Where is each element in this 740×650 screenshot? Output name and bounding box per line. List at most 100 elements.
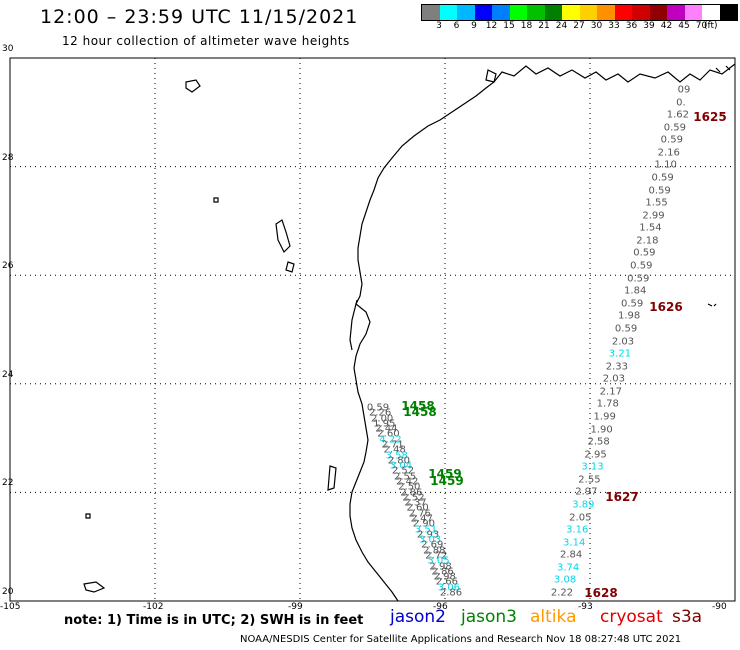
legend-swatch	[474, 5, 492, 20]
wave-height-label: 0.59	[614, 323, 638, 335]
wave-height-label: 1.10	[654, 159, 677, 171]
latitude-label: 28	[2, 152, 14, 163]
wave-height-label: 1.95	[373, 418, 396, 430]
satellite-name-jason3: jason3	[461, 607, 517, 627]
wave-height-label: 2.05	[569, 512, 592, 524]
legend-swatch	[509, 5, 527, 20]
wave-height-label: 3.21	[608, 348, 632, 360]
legend-swatch	[614, 5, 632, 20]
wave-height-label: 1.98	[617, 310, 641, 322]
wave-height-label: 0.59	[660, 134, 683, 146]
legend-swatch	[719, 5, 737, 20]
legend-label: 18	[520, 21, 533, 31]
legend-swatch	[544, 5, 562, 20]
pass-number-label: 1625	[693, 110, 727, 124]
wave-height-label: 2.42	[396, 476, 419, 488]
coast-marks	[707, 65, 731, 307]
wave-height-label: 1.62	[666, 109, 690, 121]
legend-label: 21	[538, 21, 550, 31]
legend-swatch	[579, 5, 597, 20]
wave-height-label: 2.90	[412, 518, 436, 530]
latitude-label: 24	[2, 369, 14, 380]
longitude-label: -93	[578, 602, 593, 612]
wave-height-label: 0.59	[663, 122, 686, 134]
wave-height-label: 0.59	[630, 260, 653, 272]
lake-sabine	[485, 69, 497, 83]
wave-height-label: 2.52	[391, 465, 415, 477]
legend-label: 12	[485, 21, 498, 31]
legend-label: 6	[453, 21, 460, 31]
wave-height-label: 2.86	[431, 566, 454, 578]
legend-label: 15	[503, 21, 515, 31]
satellite-name-cryosat: cryosat	[600, 607, 663, 627]
pass-number-label: 1459	[428, 467, 462, 481]
map-frame	[9, 57, 736, 602]
wave-height-label: 2.60	[377, 428, 400, 440]
wave-height-label: 3.16	[566, 524, 589, 536]
wave-height-label: 2.52	[402, 492, 425, 504]
pass-number-label: 1628	[584, 586, 618, 600]
wave-height-label: 2.84	[560, 549, 583, 561]
wave-height-label: 4.22	[379, 434, 402, 446]
map-subtitle: 12 hour collection of altimeter wave hei…	[62, 34, 350, 48]
small-island-1	[213, 197, 219, 203]
wave-height-label: 2.55	[393, 471, 417, 483]
wave-height-label: 2.60	[406, 502, 429, 514]
wave-height-label: 3.51	[414, 524, 438, 536]
wave-height-label: 0.59	[366, 402, 390, 414]
legend-swatch	[649, 5, 667, 20]
wave-height-label: 3.08	[553, 574, 577, 586]
longitude-label: -102	[143, 602, 164, 612]
legend-swatch	[684, 5, 702, 20]
footer-credit: NOAA/NESDIS Center for Satellite Applica…	[240, 634, 682, 645]
small-island-2	[85, 513, 91, 519]
wave-height-label: 1.84	[624, 285, 647, 297]
wave-height-label: 3.05	[427, 555, 450, 567]
wave-height-label: 2.03	[602, 373, 625, 385]
legend-swatch	[667, 5, 685, 20]
wave-height-label: 3.03	[419, 534, 442, 546]
legend-label: 70	[695, 21, 708, 31]
wave-height-label: 2.47	[410, 513, 433, 525]
legend-label: 33	[608, 21, 620, 31]
color-legend	[421, 4, 738, 21]
legend-swatch	[422, 5, 440, 20]
wave-height-label: 2.80	[387, 455, 410, 467]
wave-height-label: 2.00	[371, 413, 394, 425]
wave-height-label: 2.26	[368, 407, 392, 419]
map-title: 12:00 – 23:59 UTC 11/15/2021	[40, 6, 359, 28]
wave-height-label: 0.59	[627, 273, 650, 285]
wave-height-label: 3.89	[572, 499, 595, 511]
longitude-label: -96	[433, 602, 448, 612]
wave-height-label: 2.97	[575, 486, 598, 498]
legend-unit: (ft)	[704, 21, 718, 31]
satellite-name-jason2: jason2	[390, 607, 446, 627]
legend-swatch	[632, 5, 650, 20]
legend-swatch	[492, 5, 510, 20]
wave-height-label: 3.14	[563, 537, 586, 549]
pass-number-label: 1458	[403, 405, 437, 419]
wave-height-label: 2.98	[433, 571, 456, 583]
pass-number-label: 1458	[401, 399, 435, 413]
island-south	[83, 581, 106, 593]
longitude-label: -90	[712, 602, 727, 612]
wave-height-label: 2.99	[642, 210, 665, 222]
wave-height-label: 2.93	[416, 529, 440, 541]
latitude-label: 30	[2, 44, 14, 54]
legend-label: 24	[555, 21, 568, 31]
wave-height-label: 2.98	[429, 561, 452, 573]
wave-height-label: 2.86	[439, 587, 463, 599]
wave-height-label: 2.50	[398, 481, 421, 493]
legend-label: 42	[660, 21, 673, 31]
longitude-label: -99	[288, 602, 303, 612]
legend-swatch	[562, 5, 580, 20]
legend-swatch	[527, 5, 545, 20]
coastline	[83, 63, 736, 602]
wave-height-label: 2.18	[636, 235, 659, 247]
wave-height-label: 0.	[676, 97, 686, 109]
graticule	[10, 58, 735, 601]
wave-height-label: 2.95	[584, 449, 607, 461]
footer-note: note: 1) Time is in UTC; 2) SWH is in fe…	[64, 613, 364, 628]
wave-height-label: 2.03	[611, 336, 635, 347]
wave-height-label: 3.13	[581, 461, 604, 473]
